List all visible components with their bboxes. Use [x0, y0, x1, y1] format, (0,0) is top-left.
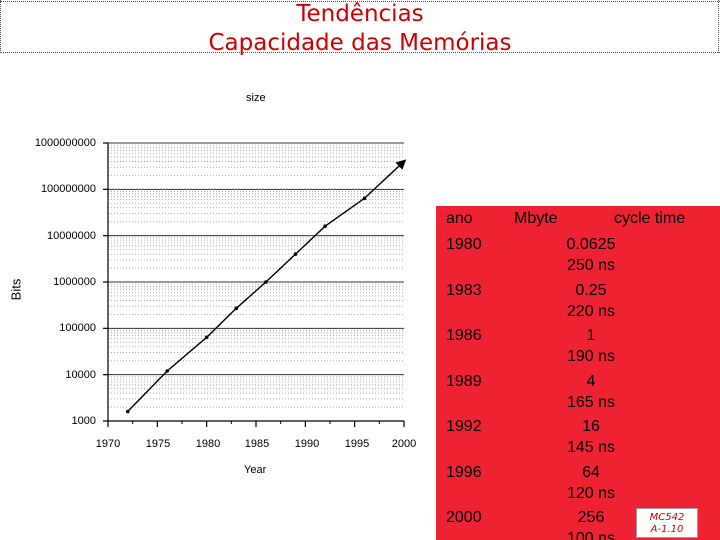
y-tick-label: 1000000000 [34, 137, 96, 149]
data-point [293, 252, 298, 256]
cell-cycle: 100 ns [566, 530, 616, 540]
memory-table: ano Mbyte cycle time 1980 0.0625 250 ns 198… [436, 206, 720, 540]
page-title-line1: Tendências [296, 1, 424, 27]
x-tick-label: 1970 [95, 438, 121, 450]
cell-ano: 1986 [446, 327, 482, 344]
x-tick-label: 1990 [294, 438, 320, 450]
cell-cycle: 120 ns [566, 484, 616, 502]
cell-ano: 1983 [446, 281, 482, 299]
cell-ano: 1992 [446, 418, 482, 435]
data-point [165, 369, 169, 373]
x-tick-label: 1995 [344, 438, 370, 450]
badge-line2: A-1.10 [650, 524, 684, 535]
cell-cycle: 190 ns [566, 348, 616, 365]
x-tick-label: 1985 [244, 438, 270, 450]
cell-ano: 2000 [446, 509, 482, 526]
cell-cycle: 250 ns [566, 257, 616, 274]
x-tick-label: 2000 [391, 438, 417, 450]
badge-line1: MC542 [649, 512, 685, 523]
cell-mbyte: 16 [582, 418, 600, 435]
data-point [264, 280, 268, 284]
slide-badge: MC542 A-1.10 [636, 508, 698, 538]
table-header-ano: ano [446, 210, 473, 227]
table-header-cycle: cycle time [614, 210, 686, 227]
cell-cycle: 220 ns [566, 302, 616, 320]
header-rule-right [718, 0, 720, 53]
cell-mbyte: 1 [586, 327, 596, 344]
x-tick-label: 1975 [145, 438, 171, 450]
y-tick-label: 1000000 [53, 276, 96, 288]
cell-ano: 1980 [446, 236, 482, 253]
cell-mbyte: 0.25 [575, 281, 607, 299]
cell-mbyte: 256 [577, 509, 605, 526]
chart-title: size [246, 92, 266, 104]
header-rule-left [0, 0, 2, 53]
cell-mbyte: 0.0625 [566, 236, 616, 253]
y-tick-label: 10000000 [47, 230, 96, 242]
cell-ano: 1996 [446, 463, 482, 481]
data-point [323, 224, 327, 229]
cell-ano: 1989 [446, 372, 482, 390]
y-tick-label: 1000 [71, 415, 96, 427]
y-tick-label: 10000 [65, 369, 96, 381]
data-point [362, 196, 367, 201]
data-point [125, 409, 130, 414]
header-rule-top [0, 1, 720, 2]
y-tick-label: 100000 [59, 322, 96, 334]
header-rule-bottom [0, 52, 720, 53]
cell-cycle: 165 ns [566, 393, 616, 411]
x-tick-label: 1980 [195, 438, 221, 450]
trend-line [127, 159, 407, 412]
data-point [234, 306, 239, 311]
cell-mbyte: 64 [582, 463, 600, 481]
y-tick-label: 100000000 [40, 183, 96, 195]
page-title-line2: Capacidade das Memórias [208, 30, 512, 56]
data-point [204, 335, 209, 340]
table-header-mbyte: Mbyte [514, 210, 558, 227]
cell-mbyte: 4 [586, 372, 596, 390]
x-axis-label: Year [244, 464, 267, 476]
cell-cycle: 145 ns [566, 439, 616, 456]
